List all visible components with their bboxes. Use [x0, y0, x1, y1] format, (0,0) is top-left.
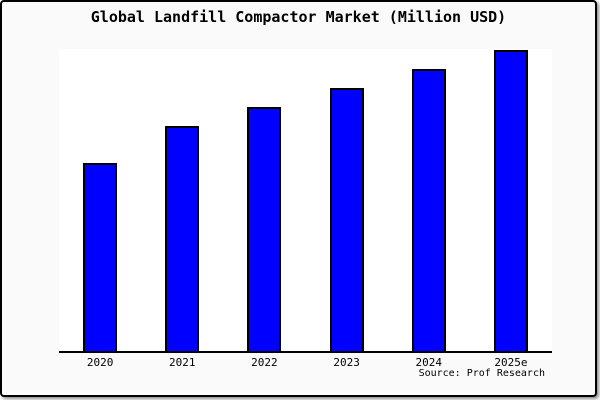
- chart-title: Global Landfill Compactor Market (Millio…: [90, 8, 507, 26]
- bar-2022: [247, 107, 282, 351]
- bar-slot: [59, 49, 141, 351]
- bar-slot: [388, 49, 470, 351]
- bar-slot: [141, 49, 223, 351]
- x-tick-label-2022: 2022: [251, 356, 278, 369]
- bar-2025e: [493, 50, 528, 351]
- x-tick-label-2025e: 2025e: [494, 356, 528, 369]
- bars-row: [59, 49, 552, 351]
- bar-slot: [470, 49, 552, 351]
- x-tick-label-2024: 2024: [415, 356, 443, 369]
- x-tick-row: 2020 2021 2022 2023 2024 2025e: [59, 356, 552, 369]
- source-note: Source: Prof Research: [418, 368, 545, 379]
- bar-slot: [306, 49, 388, 351]
- bar-slot: [223, 49, 305, 351]
- bar-2024: [411, 69, 446, 351]
- bar-2020: [83, 163, 118, 351]
- bar-2023: [329, 88, 364, 351]
- x-tick-label-2023: 2023: [333, 356, 360, 369]
- plot-area: [59, 49, 552, 353]
- x-tick-label-2021: 2021: [169, 356, 196, 369]
- bar-2021: [165, 126, 200, 351]
- x-tick-label-2020: 2020: [86, 356, 114, 369]
